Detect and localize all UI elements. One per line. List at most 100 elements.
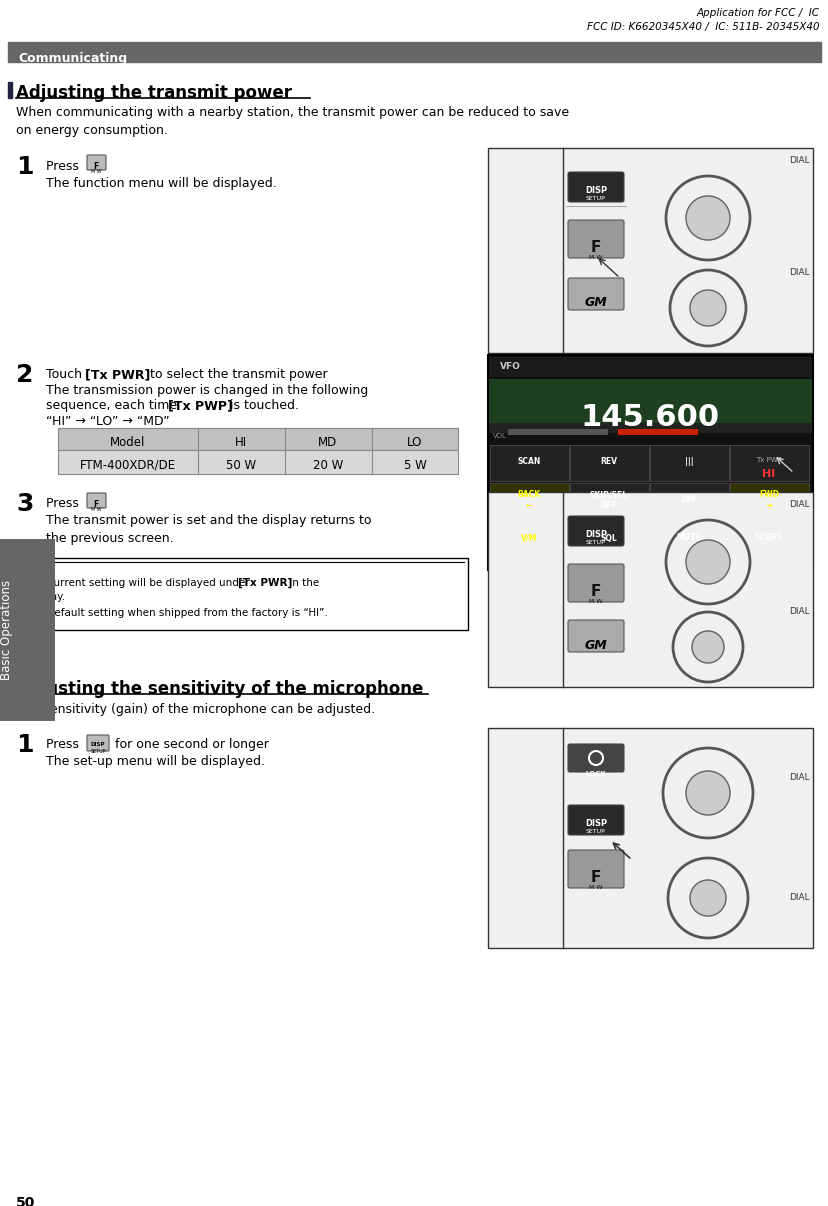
Text: SETUP: SETUP (585, 540, 605, 545)
Text: “HI” → “LO” → “MD”: “HI” → “LO” → “MD” (46, 415, 170, 428)
Bar (8, 82, 12, 98)
Text: 50: 50 (16, 1196, 36, 1206)
Text: M W: M W (90, 169, 101, 174)
Text: Press: Press (46, 497, 83, 510)
Bar (489, 521, 568, 557)
Text: M W: M W (589, 254, 602, 260)
Bar (729, 521, 808, 557)
Text: sequence, each time: sequence, each time (46, 399, 181, 412)
Text: SCAN: SCAN (517, 457, 540, 467)
Bar (570, 521, 648, 557)
Bar (570, 445, 648, 481)
Bar (570, 482, 648, 519)
FancyBboxPatch shape (567, 219, 623, 258)
Text: 1: 1 (16, 733, 33, 757)
Bar (8, 678, 12, 693)
Text: Adjusting the transmit power: Adjusting the transmit power (16, 84, 291, 103)
Text: VFO: VFO (499, 362, 520, 371)
Text: M W: M W (90, 507, 101, 513)
Bar (649, 521, 728, 557)
Text: SETUP: SETUP (90, 749, 106, 754)
Bar (58, 450, 457, 474)
Text: 145.600: 145.600 (580, 403, 719, 432)
Text: Press: Press (46, 738, 83, 751)
Text: DISP: DISP (585, 529, 606, 539)
Text: The function menu will be displayed.: The function menu will be displayed. (46, 177, 277, 191)
Text: V/M: V/M (520, 533, 537, 543)
Text: REV: REV (599, 457, 617, 467)
Text: [Tx PWR]: [Tx PWR] (238, 578, 292, 589)
FancyBboxPatch shape (567, 172, 623, 201)
Text: DIAL: DIAL (788, 892, 809, 902)
Text: 1: 1 (16, 156, 33, 178)
Text: F: F (94, 500, 99, 509)
Text: VOL: VOL (493, 433, 506, 439)
Text: DIAL: DIAL (788, 500, 809, 509)
Bar (729, 482, 808, 519)
FancyBboxPatch shape (567, 850, 623, 888)
Text: MUTE: MUTE (676, 533, 700, 543)
Circle shape (686, 197, 729, 240)
FancyBboxPatch shape (567, 564, 623, 602)
Bar (58, 428, 457, 450)
Text: Press: Press (46, 160, 83, 172)
Text: Tips: Tips (13, 564, 39, 574)
Text: F: F (590, 584, 600, 599)
Text: FCC ID: K6620345X40 /  IC: 511B- 20345X40: FCC ID: K6620345X40 / IC: 511B- 20345X40 (587, 22, 819, 33)
Circle shape (691, 631, 723, 663)
Circle shape (689, 289, 725, 326)
Text: DIAL: DIAL (788, 156, 809, 165)
Text: HI: HI (762, 469, 775, 479)
Text: [Tx PWR]: [Tx PWR] (85, 368, 150, 381)
Bar (489, 445, 568, 481)
Text: The sensitivity (gain) of the microphone can be adjusted.: The sensitivity (gain) of the microphone… (16, 703, 375, 716)
Text: SETUP: SETUP (585, 197, 605, 201)
Circle shape (689, 880, 725, 917)
Bar (508, 429, 607, 435)
Bar (649, 482, 728, 519)
Bar (8, 42, 820, 62)
Text: The transmission power is changed in the following: The transmission power is changed in the… (46, 384, 368, 397)
Text: Tx PWR: Tx PWR (755, 457, 782, 463)
Text: [Tx PWP]: [Tx PWP] (168, 399, 233, 412)
Bar (489, 482, 568, 519)
Text: LOCK: LOCK (585, 771, 605, 777)
Bar (488, 148, 812, 353)
FancyBboxPatch shape (87, 493, 106, 508)
Text: SCOPE: SCOPE (753, 533, 782, 543)
Text: F: F (590, 870, 600, 885)
Text: Touch: Touch (46, 368, 86, 381)
Text: DIAL: DIAL (788, 773, 809, 781)
Circle shape (686, 540, 729, 584)
FancyBboxPatch shape (87, 156, 106, 170)
Text: M W: M W (589, 599, 602, 604)
FancyBboxPatch shape (567, 620, 623, 652)
Text: HI: HI (234, 437, 247, 449)
Text: in the: in the (286, 578, 319, 589)
FancyBboxPatch shape (87, 734, 108, 751)
Text: DIAL: DIAL (788, 268, 809, 277)
Bar (617, 429, 697, 435)
Text: Adjusting the sensitivity of the microphone: Adjusting the sensitivity of the microph… (16, 680, 423, 698)
Bar (8, 558, 468, 630)
FancyBboxPatch shape (567, 744, 623, 772)
Text: • The default setting when shipped from the factory is “HI”.: • The default setting when shipped from … (16, 608, 327, 617)
Text: DISP: DISP (585, 819, 606, 829)
Text: • The current setting will be displayed under: • The current setting will be displayed … (16, 578, 253, 589)
Text: 50 W: 50 W (226, 459, 256, 472)
Text: SQL: SQL (600, 533, 617, 543)
Text: 5 W: 5 W (403, 459, 426, 472)
Text: Model: Model (110, 437, 146, 449)
FancyBboxPatch shape (567, 516, 623, 546)
Text: MD: MD (318, 437, 337, 449)
Text: display.: display. (26, 592, 65, 602)
Text: The set-up menu will be displayed.: The set-up menu will be displayed. (46, 755, 265, 768)
Text: Communicating: Communicating (18, 52, 127, 65)
Bar (489, 423, 811, 433)
Text: SKIP/SEL
OFF: SKIP/SEL OFF (590, 491, 628, 510)
Text: DIAL: DIAL (788, 607, 809, 616)
Circle shape (686, 771, 729, 815)
Text: DISP: DISP (585, 186, 606, 195)
Bar (729, 445, 808, 481)
Bar (488, 492, 812, 687)
